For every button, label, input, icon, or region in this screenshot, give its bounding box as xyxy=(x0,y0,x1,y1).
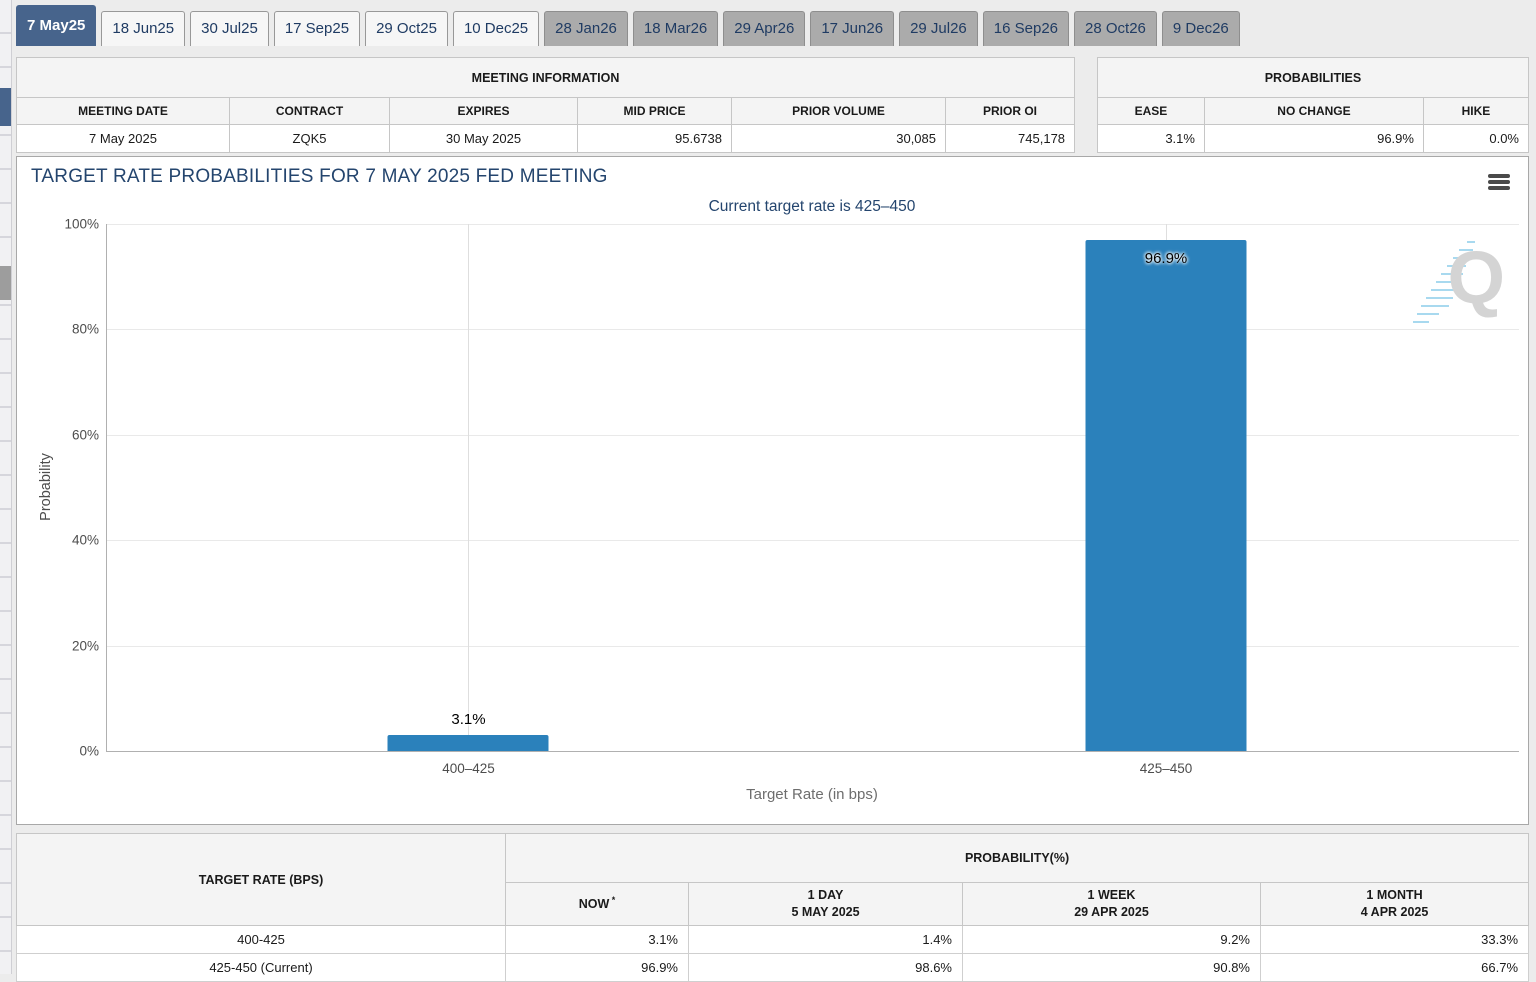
bar-value-label: 96.9% xyxy=(1144,250,1188,268)
column-header-1-month: 1 MONTH 4 APR 2025 xyxy=(1259,882,1530,926)
left-edge-tab-fragment-gray xyxy=(0,266,11,300)
probabilities-header-hike: HIKE xyxy=(1422,97,1530,125)
probability-cell: 1.4% xyxy=(688,925,963,954)
probabilities-value-ease: 3.1% xyxy=(1096,124,1205,153)
column-header-1-day: 1 DAY 5 MAY 2025 xyxy=(688,882,963,926)
y-tick-label: 80% xyxy=(71,321,99,337)
gridline-y xyxy=(107,434,1519,436)
x-tick-425-450: 425–450 xyxy=(1139,761,1193,776)
gridline-y xyxy=(107,224,1519,225)
tab-18-jun25[interactable]: 18 Jun25 xyxy=(101,11,186,46)
left-edge-cropped-panel xyxy=(0,0,12,974)
tab-29-apr26[interactable]: 29 Apr26 xyxy=(723,11,806,46)
now-probability-cell: 96.9% xyxy=(505,953,689,982)
now-probability-cell: 3.1% xyxy=(505,925,689,954)
tab-18-mar26[interactable]: 18 Mar26 xyxy=(632,11,719,46)
bar-425-450[interactable] xyxy=(1085,240,1247,751)
meeting-info-header-meeting-date: MEETING DATE xyxy=(16,97,230,125)
meeting-info-value-meeting-date: 7 May 2025 xyxy=(16,124,230,153)
meeting-info-header-contract: CONTRACT xyxy=(229,97,390,125)
hamburger-menu-icon[interactable] xyxy=(1488,174,1510,192)
meeting-info-value-contract: ZQK5 xyxy=(229,124,390,153)
tab-16-sep26[interactable]: 16 Sep26 xyxy=(982,11,1070,46)
watermark-wind-lines xyxy=(1413,241,1475,323)
left-edge-tab-fragment-blue xyxy=(0,88,11,126)
meeting-info-header-mid-price: MID PRICE xyxy=(577,97,732,125)
table-row-400-425: 400-425 3.1% 1.4% 9.2% 33.3% xyxy=(16,925,1530,954)
probability-cell: 98.6% xyxy=(688,953,963,982)
meeting-information-table: MEETING INFORMATION MEETING DATE CONTRACT… xyxy=(15,57,1076,153)
column-header-1-week: 1 WEEK 29 APR 2025 xyxy=(962,882,1261,926)
tab-28-jan26[interactable]: 28 Jan26 xyxy=(544,11,628,46)
table-row-425-450-current: 425-450 (Current) 96.9% 98.6% 90.8% 66.7% xyxy=(16,953,1530,982)
probabilities-header-ease: EASE xyxy=(1096,97,1205,125)
y-tick-label: 0% xyxy=(79,743,99,759)
tab-17-sep25[interactable]: 17 Sep25 xyxy=(273,11,361,46)
tab-30-jul25[interactable]: 30 Jul25 xyxy=(190,11,269,46)
meeting-info-value-expires: 30 May 2025 xyxy=(389,124,578,153)
probability-cell: 66.7% xyxy=(1259,953,1530,982)
tab-7-may25[interactable]: 7 May25 xyxy=(16,5,97,46)
gridline-y xyxy=(107,540,1519,542)
target-rate-bps-header: TARGET RATE (BPS) xyxy=(16,833,506,926)
probabilities-table: PROBABILITIES EASE NO CHANGE HIKE 3.1% 96.9… xyxy=(1096,57,1530,153)
probability-cell: 33.3% xyxy=(1259,925,1530,954)
probability-cell: 9.2% xyxy=(962,925,1261,954)
tab-28-oct26[interactable]: 28 Oct26 xyxy=(1074,11,1157,46)
probabilities-value-no-change: 96.9% xyxy=(1203,124,1424,153)
target-rate-cell: 400-425 xyxy=(16,925,506,954)
target-rate-chart-panel: TARGET RATE PROBABILITIES FOR 7 MAY 2025… xyxy=(16,156,1529,825)
meeting-info-header-prior-oi: PRIOR OI xyxy=(944,97,1076,125)
y-tick-label: 60% xyxy=(71,427,99,443)
chart-title: TARGET RATE PROBABILITIES FOR 7 MAY 2025… xyxy=(31,166,608,187)
tab-29-jul26[interactable]: 29 Jul26 xyxy=(899,11,978,46)
probabilities-header-no-change: NO CHANGE xyxy=(1203,97,1424,125)
x-axis-title: Target Rate (in bps) xyxy=(746,786,878,803)
probability-cell: 90.8% xyxy=(962,953,1261,982)
tab-17-jun26[interactable]: 17 Jun26 xyxy=(810,11,895,46)
tab-10-dec25[interactable]: 10 Dec25 xyxy=(452,11,540,46)
column-header-now: NOW * xyxy=(505,882,689,926)
y-tick-label: 100% xyxy=(64,216,99,232)
bar-400-425[interactable] xyxy=(387,734,549,751)
summary-tables: MEETING INFORMATION MEETING DATE CONTRACT… xyxy=(15,57,1530,153)
y-axis-title: Probability xyxy=(38,453,54,521)
probabilities-title: PROBABILITIES xyxy=(1096,57,1530,98)
x-tick-400-425: 400–425 xyxy=(442,761,495,776)
chart-subtitle: Current target rate is 425–450 xyxy=(708,198,916,215)
gridline-y xyxy=(107,329,1519,331)
meeting-info-value-mid-price: 95.6738 xyxy=(577,124,732,153)
meeting-information-title: MEETING INFORMATION xyxy=(15,57,1076,98)
tab-9-dec26[interactable]: 9 Dec26 xyxy=(1161,11,1240,46)
plot-area: Q 100% 80% 60% 40% 20% 0% 3.1% 400–425 96.9% 425–… xyxy=(64,217,1519,776)
meeting-info-header-expires: EXPIRES xyxy=(389,97,578,125)
target-rate-cell: 425-450 (Current) xyxy=(16,953,506,982)
probability-percent-group-header: PROBABILITY(%) xyxy=(504,833,1530,883)
bar-value-label: 3.1% xyxy=(451,710,486,728)
gridline-y xyxy=(107,645,1519,647)
tab-29-oct25[interactable]: 29 Oct25 xyxy=(365,11,448,46)
watermark-q-letter: Q xyxy=(1447,236,1505,319)
meeting-info-value-prior-volume: 30,085 xyxy=(731,124,946,153)
meeting-info-header-prior-volume: PRIOR VOLUME xyxy=(731,97,946,125)
meeting-info-value-prior-oi: 745,178 xyxy=(944,124,1076,153)
meeting-date-tabbar: 7 May25 18 Jun25 30 Jul25 17 Sep25 29 Oct25 1… xyxy=(16,5,1240,46)
probabilities-value-hike: 0.0% xyxy=(1422,124,1530,153)
y-tick-label: 20% xyxy=(71,638,99,654)
probability-history-table: TARGET RATE (BPS) PROBABILITY(%) NOW * 1 … xyxy=(16,833,1530,982)
y-tick-label: 40% xyxy=(71,532,99,548)
gridline-x xyxy=(468,224,470,751)
quikstrike-watermark: Q xyxy=(1409,234,1509,329)
